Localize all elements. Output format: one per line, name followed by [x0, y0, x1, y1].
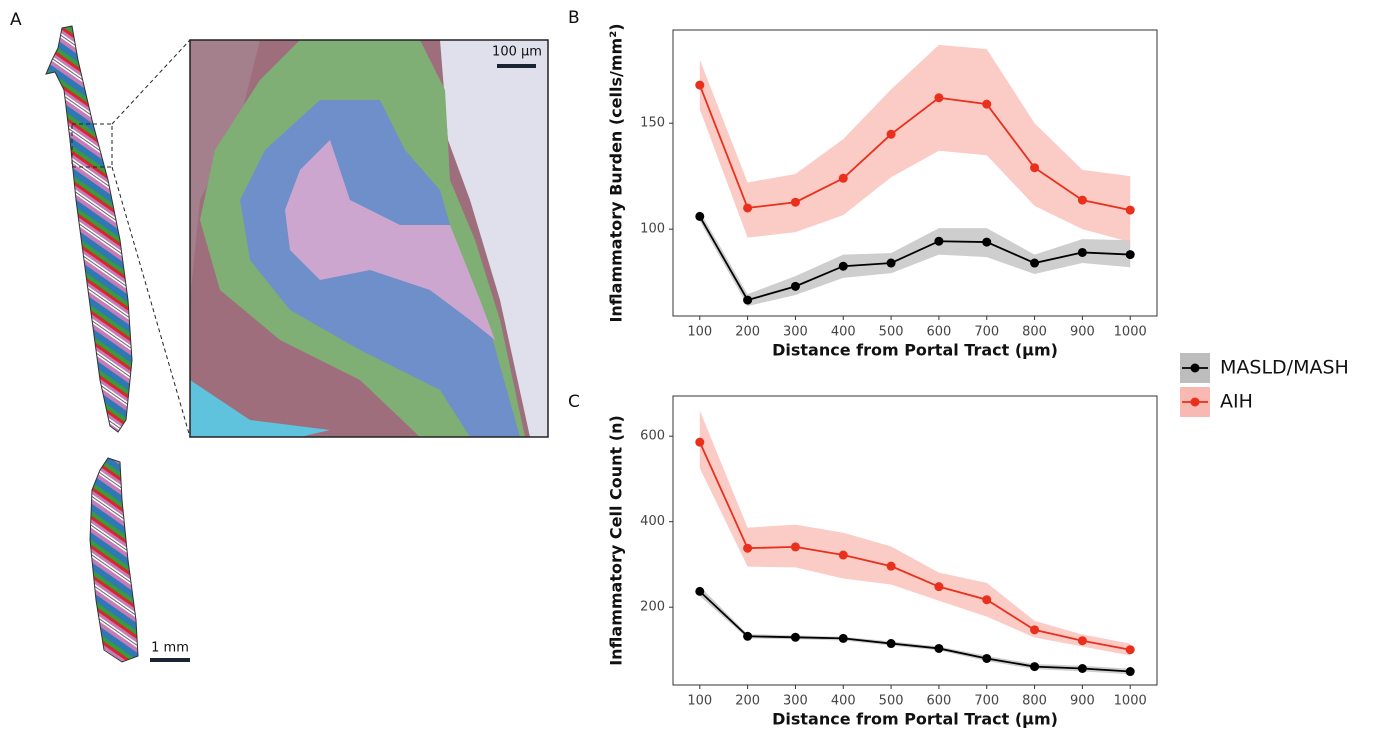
data-point: [695, 437, 705, 447]
y-axis-title: Inflammatory Burden (cells/mm²): [607, 23, 626, 322]
legend-key-point: [1190, 397, 1200, 407]
confidence-band: [699, 44, 1131, 243]
x-tick-label: 400: [831, 325, 856, 340]
data-point: [743, 543, 753, 553]
x-tick-label: 1000: [1114, 694, 1147, 709]
data-point: [1125, 667, 1135, 677]
data-point: [790, 197, 800, 207]
data-point: [886, 258, 896, 268]
y-tick-label: 100: [640, 222, 665, 237]
data-point: [1077, 663, 1087, 673]
y-tick-label: 600: [640, 429, 665, 444]
data-point: [790, 281, 800, 291]
data-point: [1125, 205, 1135, 215]
data-point: [695, 80, 705, 90]
data-point: [790, 632, 800, 642]
legend-label: AIH: [1220, 391, 1253, 413]
panel-label: C: [568, 392, 580, 412]
data-point: [934, 582, 944, 592]
y-tick-label: 200: [640, 600, 665, 615]
data-point: [1125, 250, 1135, 260]
confidence-band: [699, 211, 1131, 307]
x-tick-label: 600: [926, 694, 951, 709]
data-point: [1077, 247, 1087, 257]
data-point: [982, 595, 992, 605]
x-tick-label: 900: [1070, 694, 1095, 709]
x-tick-label: 900: [1070, 325, 1095, 340]
data-point: [982, 99, 992, 109]
data-point: [934, 643, 944, 653]
series-line: [698, 441, 1131, 651]
data-point: [838, 550, 848, 560]
data-point: [1077, 195, 1087, 205]
x-tick-label: 200: [735, 694, 760, 709]
panel-label: A: [10, 10, 22, 30]
data-point: [743, 203, 753, 213]
x-axis-title: Distance from Portal Tract (µm): [772, 710, 1058, 729]
y-tick-label: 150: [640, 116, 665, 131]
data-point: [1030, 662, 1040, 672]
data-point: [743, 295, 753, 305]
x-tick-label: 300: [783, 694, 808, 709]
data-point: [838, 261, 848, 271]
confidence-band: [699, 410, 1131, 656]
data-point: [838, 633, 848, 643]
x-tick-label: 600: [926, 325, 951, 340]
scale-bar-label: 1 mm: [151, 641, 189, 656]
data-point: [1125, 645, 1135, 655]
x-tick-label: 1000: [1114, 325, 1147, 340]
data-point: [790, 542, 800, 552]
data-point: [1030, 258, 1040, 268]
series-line: [699, 590, 1131, 673]
panel-a-image: [45, 25, 549, 663]
series-line: [699, 215, 1131, 302]
data-point: [1030, 625, 1040, 635]
data-point: [982, 653, 992, 663]
x-axis-title: Distance from Portal Tract (µm): [772, 341, 1058, 360]
data-point: [695, 211, 705, 221]
x-tick-label: 500: [879, 694, 904, 709]
data-point: [886, 639, 896, 649]
x-tick-label: 800: [1022, 325, 1047, 340]
y-axis-title: Inflammatory Cell Count (n): [607, 415, 626, 666]
x-tick-label: 200: [735, 325, 760, 340]
x-tick-label: 800: [1022, 694, 1047, 709]
data-point: [695, 586, 705, 596]
x-tick-label: 100: [687, 325, 712, 340]
x-tick-label: 300: [783, 325, 808, 340]
data-point: [838, 173, 848, 183]
legend-key-point: [1190, 363, 1200, 373]
x-tick-label: 100: [687, 694, 712, 709]
data-point: [886, 129, 896, 139]
legend-label: MASLD/MASH: [1220, 357, 1349, 379]
data-point: [934, 93, 944, 103]
data-point: [1077, 636, 1087, 646]
x-tick-label: 700: [974, 694, 999, 709]
y-tick-label: 400: [640, 514, 665, 529]
scale-bar-label: 100 µm: [492, 45, 542, 60]
x-tick-label: 400: [831, 694, 856, 709]
data-point: [1030, 163, 1040, 173]
x-tick-label: 500: [879, 325, 904, 340]
data-point: [886, 561, 896, 571]
series-line: [698, 84, 1131, 211]
data-point: [743, 631, 753, 641]
data-point: [934, 236, 944, 246]
data-point: [982, 237, 992, 247]
x-tick-label: 700: [974, 325, 999, 340]
panel-label: B: [568, 8, 580, 28]
